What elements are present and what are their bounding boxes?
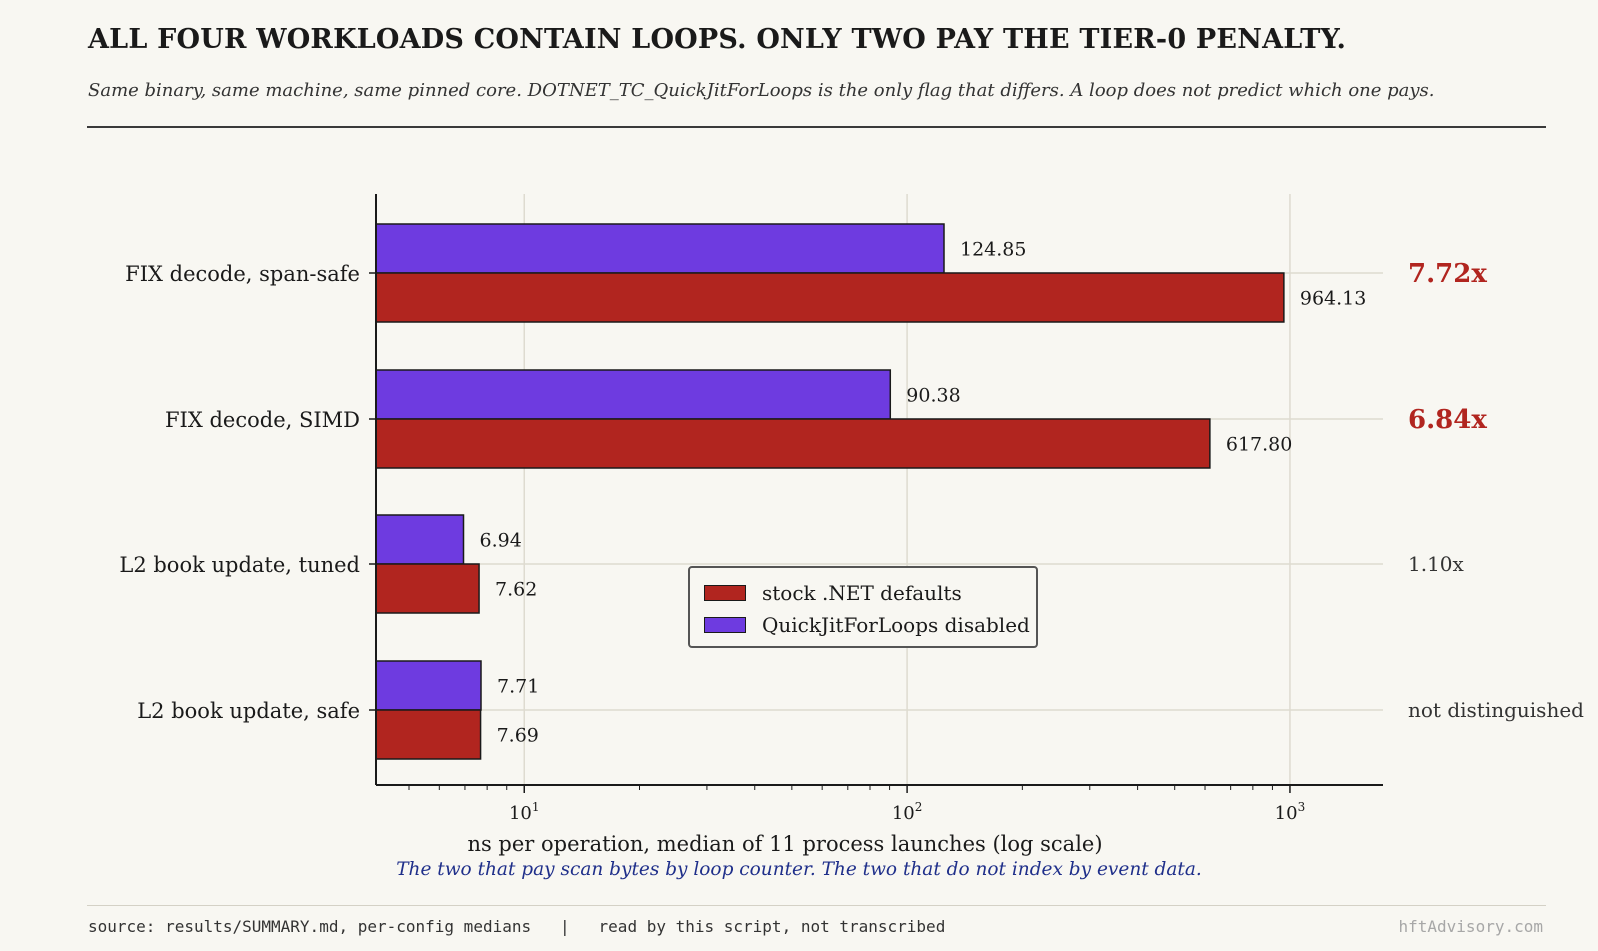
legend-swatch-quickjit xyxy=(704,617,746,633)
chart-legend: stock .NET defaults QuickJitForLoops dis… xyxy=(688,566,1038,648)
chart-title: ALL FOUR WORKLOADS CONTAIN LOOPS. ONLY T… xyxy=(88,24,1347,55)
bar-label-quickjit: 90.38 xyxy=(906,385,960,407)
category-label: L2 book update, safe xyxy=(137,699,360,723)
bar-label-quickjit: 7.71 xyxy=(497,676,539,698)
bar-stock xyxy=(375,563,480,614)
legend-entry-stock: stock .NET defaults xyxy=(704,580,962,606)
category-label: FIX decode, SIMD xyxy=(165,408,360,432)
bar-stock xyxy=(375,418,1211,469)
legend-label-quickjit: QuickJitForLoops disabled xyxy=(762,613,1030,637)
x-tick-label: 103 xyxy=(1275,800,1306,824)
bar-stock xyxy=(375,709,482,760)
legend-label-stock: stock .NET defaults xyxy=(762,581,962,605)
bar-label-stock: 7.69 xyxy=(497,725,539,747)
x-tick-label: 102 xyxy=(892,800,923,824)
bar-quickjit xyxy=(375,514,465,565)
bar-label-stock: 7.62 xyxy=(495,579,537,601)
bar-quickjit xyxy=(375,369,892,420)
chart-subtitle: Same binary, same machine, same pinned c… xyxy=(88,80,1435,101)
footer-brand: hftAdvisory.com xyxy=(1398,917,1544,936)
bar-quickjit xyxy=(375,223,945,274)
bar-label-quickjit: 6.94 xyxy=(480,530,522,552)
chart-annotation: The two that pay scan bytes by loop coun… xyxy=(396,859,1202,880)
header-divider xyxy=(87,126,1546,128)
ratio-label: 6.84x xyxy=(1408,405,1487,435)
ratio-label: 1.10x xyxy=(1408,552,1465,576)
x-tick-label: 101 xyxy=(509,800,540,824)
x-axis-label: ns per operation, median of 11 process l… xyxy=(467,832,1102,856)
bar-label-quickjit: 124.85 xyxy=(960,239,1026,261)
footer-source: source: results/SUMMARY.md, per-config m… xyxy=(88,917,946,936)
legend-entry-quickjit: QuickJitForLoops disabled xyxy=(704,612,1030,638)
bar-chart: 124.85 964.13 FIX decode, span-safe 7.72x 90… xyxy=(119,194,1584,880)
ratio-label: 7.72x xyxy=(1408,259,1487,289)
category-label: L2 book update, tuned xyxy=(119,553,360,577)
ratio-label: not distinguished xyxy=(1408,698,1584,722)
bar-label-stock: 964.13 xyxy=(1300,288,1366,310)
bar-label-stock: 617.80 xyxy=(1226,434,1292,456)
bar-stock xyxy=(375,272,1285,323)
bar-quickjit xyxy=(375,660,482,711)
footer-divider xyxy=(87,905,1546,906)
category-label: FIX decode, span-safe xyxy=(125,262,360,286)
legend-swatch-stock xyxy=(704,585,746,601)
